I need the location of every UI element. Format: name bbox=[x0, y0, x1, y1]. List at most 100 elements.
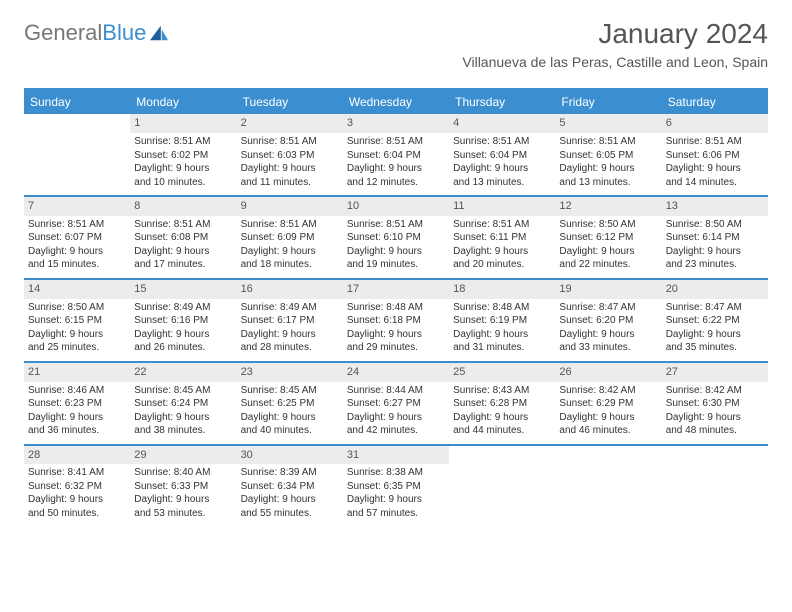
day-number: 10 bbox=[343, 197, 449, 216]
day-details: Sunrise: 8:49 AMSunset: 6:17 PMDaylight:… bbox=[241, 301, 339, 355]
day-line: Sunset: 6:04 PM bbox=[453, 149, 551, 163]
day-line: Sunset: 6:27 PM bbox=[347, 397, 445, 411]
calendar-day-cell: 13Sunrise: 8:50 AMSunset: 6:14 PMDayligh… bbox=[662, 197, 768, 278]
day-line: Sunset: 6:16 PM bbox=[134, 314, 232, 328]
day-line: Daylight: 9 hours bbox=[347, 245, 445, 259]
day-number: 29 bbox=[130, 446, 236, 465]
calendar-day-cell: 28Sunrise: 8:41 AMSunset: 6:32 PMDayligh… bbox=[24, 446, 130, 527]
day-line: and 26 minutes. bbox=[134, 341, 232, 355]
day-line: Sunrise: 8:51 AM bbox=[453, 135, 551, 149]
calendar-day-cell bbox=[449, 446, 555, 527]
day-details: Sunrise: 8:47 AMSunset: 6:22 PMDaylight:… bbox=[666, 301, 764, 355]
day-number: 1 bbox=[130, 114, 236, 133]
day-line: Sunset: 6:08 PM bbox=[134, 231, 232, 245]
day-line: Daylight: 9 hours bbox=[559, 328, 657, 342]
day-line: Daylight: 9 hours bbox=[134, 162, 232, 176]
day-line: Sunrise: 8:44 AM bbox=[347, 384, 445, 398]
day-number: 2 bbox=[237, 114, 343, 133]
day-details: Sunrise: 8:50 AMSunset: 6:12 PMDaylight:… bbox=[559, 218, 657, 272]
day-number: 31 bbox=[343, 446, 449, 465]
calendar-day-cell: 16Sunrise: 8:49 AMSunset: 6:17 PMDayligh… bbox=[237, 280, 343, 361]
day-line: and 11 minutes. bbox=[241, 176, 339, 190]
day-line: Sunset: 6:02 PM bbox=[134, 149, 232, 163]
day-details: Sunrise: 8:49 AMSunset: 6:16 PMDaylight:… bbox=[134, 301, 232, 355]
calendar-day-cell: 9Sunrise: 8:51 AMSunset: 6:09 PMDaylight… bbox=[237, 197, 343, 278]
day-details: Sunrise: 8:51 AMSunset: 6:05 PMDaylight:… bbox=[559, 135, 657, 189]
day-number: 27 bbox=[662, 363, 768, 382]
day-line: and 20 minutes. bbox=[453, 258, 551, 272]
day-number: 28 bbox=[24, 446, 130, 465]
day-line: Sunset: 6:18 PM bbox=[347, 314, 445, 328]
calendar-header-row: Sunday Monday Tuesday Wednesday Thursday… bbox=[24, 88, 768, 114]
calendar-day-cell: 19Sunrise: 8:47 AMSunset: 6:20 PMDayligh… bbox=[555, 280, 661, 361]
calendar-day-cell bbox=[24, 114, 130, 195]
day-line: and 23 minutes. bbox=[666, 258, 764, 272]
day-line: Sunrise: 8:50 AM bbox=[666, 218, 764, 232]
calendar-day-cell: 29Sunrise: 8:40 AMSunset: 6:33 PMDayligh… bbox=[130, 446, 236, 527]
logo-text-1: General bbox=[24, 20, 102, 46]
day-details: Sunrise: 8:46 AMSunset: 6:23 PMDaylight:… bbox=[28, 384, 126, 438]
day-number: 8 bbox=[130, 197, 236, 216]
calendar-day-cell: 30Sunrise: 8:39 AMSunset: 6:34 PMDayligh… bbox=[237, 446, 343, 527]
calendar-day-cell bbox=[555, 446, 661, 527]
day-number: 5 bbox=[555, 114, 661, 133]
day-line: Sunrise: 8:42 AM bbox=[666, 384, 764, 398]
day-details: Sunrise: 8:50 AMSunset: 6:15 PMDaylight:… bbox=[28, 301, 126, 355]
day-line: Sunset: 6:30 PM bbox=[666, 397, 764, 411]
day-line: Sunrise: 8:43 AM bbox=[453, 384, 551, 398]
day-line: Sunset: 6:22 PM bbox=[666, 314, 764, 328]
day-line: Daylight: 9 hours bbox=[453, 245, 551, 259]
day-line: Daylight: 9 hours bbox=[134, 328, 232, 342]
header-saturday: Saturday bbox=[662, 88, 768, 114]
day-line: Daylight: 9 hours bbox=[347, 328, 445, 342]
day-line: Daylight: 9 hours bbox=[559, 162, 657, 176]
day-details: Sunrise: 8:42 AMSunset: 6:29 PMDaylight:… bbox=[559, 384, 657, 438]
day-line: Sunrise: 8:47 AM bbox=[559, 301, 657, 315]
calendar-day-cell: 6Sunrise: 8:51 AMSunset: 6:06 PMDaylight… bbox=[662, 114, 768, 195]
header-monday: Monday bbox=[130, 88, 236, 114]
day-number: 18 bbox=[449, 280, 555, 299]
day-line: Sunrise: 8:41 AM bbox=[28, 466, 126, 480]
calendar-day-cell: 23Sunrise: 8:45 AMSunset: 6:25 PMDayligh… bbox=[237, 363, 343, 444]
day-details: Sunrise: 8:51 AMSunset: 6:07 PMDaylight:… bbox=[28, 218, 126, 272]
day-line: Sunrise: 8:51 AM bbox=[241, 218, 339, 232]
day-line: Sunrise: 8:38 AM bbox=[347, 466, 445, 480]
day-line: Sunset: 6:15 PM bbox=[28, 314, 126, 328]
day-line: Daylight: 9 hours bbox=[241, 162, 339, 176]
day-line: Sunrise: 8:49 AM bbox=[134, 301, 232, 315]
calendar-day-cell: 7Sunrise: 8:51 AMSunset: 6:07 PMDaylight… bbox=[24, 197, 130, 278]
day-number: 21 bbox=[24, 363, 130, 382]
day-details: Sunrise: 8:51 AMSunset: 6:04 PMDaylight:… bbox=[347, 135, 445, 189]
day-number: 25 bbox=[449, 363, 555, 382]
day-line: Sunset: 6:34 PM bbox=[241, 480, 339, 494]
calendar-day-cell: 31Sunrise: 8:38 AMSunset: 6:35 PMDayligh… bbox=[343, 446, 449, 527]
day-line: and 53 minutes. bbox=[134, 507, 232, 521]
day-details: Sunrise: 8:51 AMSunset: 6:08 PMDaylight:… bbox=[134, 218, 232, 272]
day-line: and 57 minutes. bbox=[347, 507, 445, 521]
header-friday: Friday bbox=[555, 88, 661, 114]
day-number: 13 bbox=[662, 197, 768, 216]
day-line: and 10 minutes. bbox=[134, 176, 232, 190]
calendar-day-cell: 24Sunrise: 8:44 AMSunset: 6:27 PMDayligh… bbox=[343, 363, 449, 444]
calendar-day-cell: 22Sunrise: 8:45 AMSunset: 6:24 PMDayligh… bbox=[130, 363, 236, 444]
day-line: Sunrise: 8:51 AM bbox=[28, 218, 126, 232]
calendar-day-cell: 1 Sunrise: 8:51 AMSunset: 6:02 PMDaylight… bbox=[130, 114, 236, 195]
day-line: Daylight: 9 hours bbox=[134, 411, 232, 425]
day-line: Daylight: 9 hours bbox=[134, 245, 232, 259]
day-line: and 31 minutes. bbox=[453, 341, 551, 355]
day-details: Sunrise: 8:48 AMSunset: 6:19 PMDaylight:… bbox=[453, 301, 551, 355]
day-number: 11 bbox=[449, 197, 555, 216]
day-line: Sunset: 6:23 PM bbox=[28, 397, 126, 411]
day-number: 17 bbox=[343, 280, 449, 299]
day-number: 30 bbox=[237, 446, 343, 465]
day-line: and 48 minutes. bbox=[666, 424, 764, 438]
calendar-week-row: 7Sunrise: 8:51 AMSunset: 6:07 PMDaylight… bbox=[24, 195, 768, 278]
page-title: January 2024 bbox=[462, 18, 768, 50]
day-line: Sunset: 6:33 PM bbox=[134, 480, 232, 494]
day-line: Sunrise: 8:48 AM bbox=[347, 301, 445, 315]
day-line: Daylight: 9 hours bbox=[28, 411, 126, 425]
day-line: Daylight: 9 hours bbox=[28, 493, 126, 507]
day-line: Daylight: 9 hours bbox=[28, 328, 126, 342]
day-details: Sunrise: 8:41 AMSunset: 6:32 PMDaylight:… bbox=[28, 466, 126, 520]
day-details: Sunrise: 8:51 AMSunset: 6:02 PMDaylight:… bbox=[134, 135, 232, 189]
